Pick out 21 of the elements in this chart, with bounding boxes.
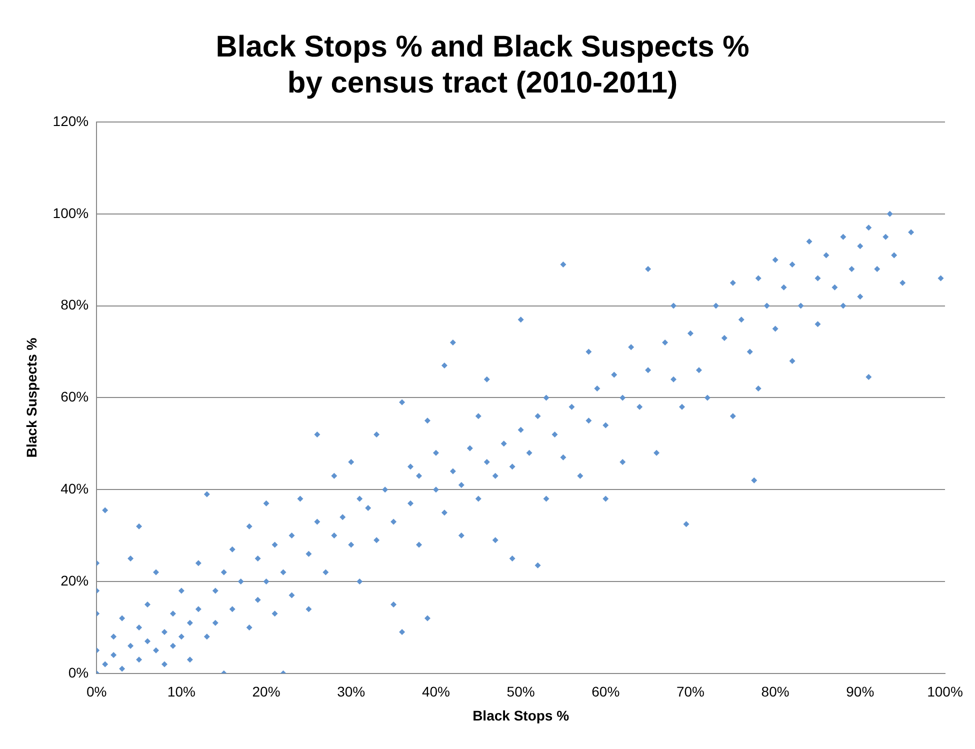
x-tick-label: 60%	[592, 684, 620, 700]
x-tick-label: 30%	[337, 684, 366, 700]
y-tick-label: 60%	[60, 388, 89, 405]
x-tick-label: 50%	[506, 684, 535, 700]
y-tick-label: 100%	[52, 204, 89, 221]
y-tick-label: 40%	[60, 480, 89, 496]
y-axis-title: Black Suspects %	[23, 337, 40, 458]
x-tick-label: 90%	[846, 684, 874, 700]
x-tick-label: 70%	[676, 684, 704, 700]
y-tick-label: 80%	[60, 296, 89, 313]
x-tick-label: 10%	[167, 684, 196, 700]
x-tick-label: 0%	[86, 684, 107, 700]
x-tick-label: 100%	[927, 684, 963, 700]
x-axis-title: Black Stops %	[472, 707, 570, 724]
y-tick-label: 0%	[68, 664, 89, 680]
x-tick-label: 20%	[252, 684, 280, 700]
y-tick-label: 20%	[60, 572, 89, 588]
x-tick-label: 40%	[422, 684, 450, 700]
y-tick-label: 120%	[52, 112, 89, 129]
chart-title: Black Stops % and Black Suspects % by census tract (2010-2011)	[216, 30, 750, 100]
x-tick-label: 80%	[761, 684, 790, 700]
